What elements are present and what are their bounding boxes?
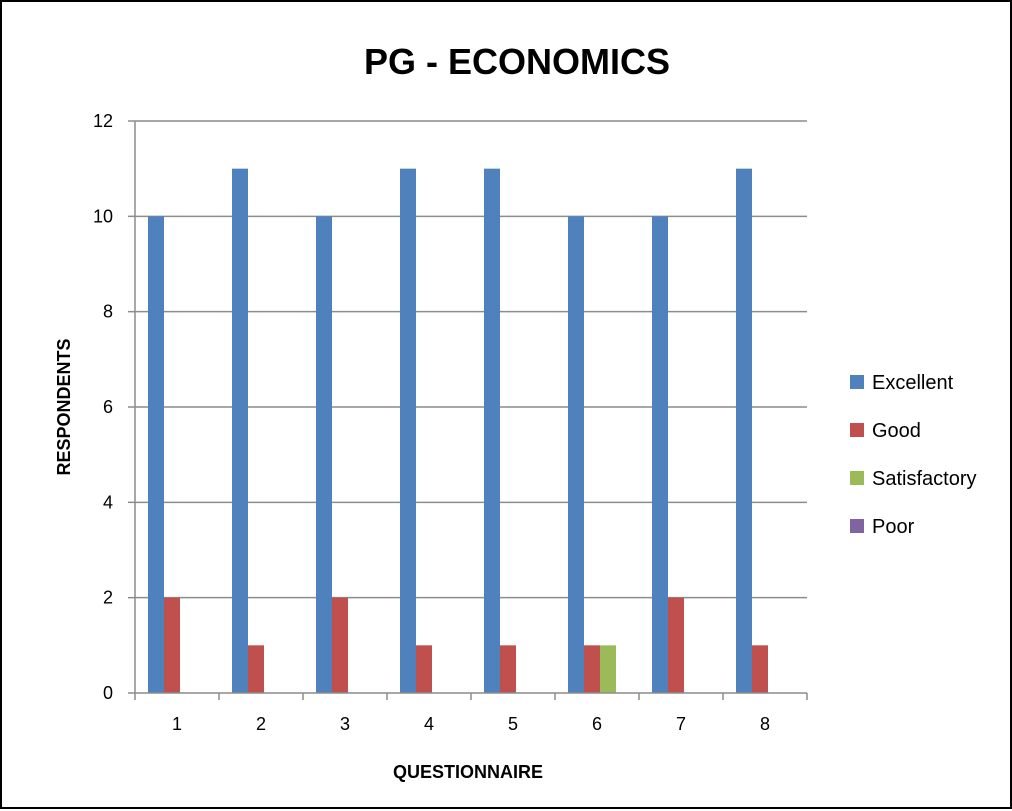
legend-swatch-excellent [850,375,864,389]
legend-swatch-good [850,423,864,437]
bar-good-7 [668,597,684,693]
x-tick-label-4: 4 [424,714,434,734]
bar-excellent-5 [484,168,500,693]
bar-excellent-7 [652,216,668,694]
bar-excellent-8 [736,168,752,693]
legend: Excellent Good Satisfactory Poor [850,372,976,538]
y-tick-label-8: 8 [103,302,113,322]
y-tick-label-2: 2 [103,588,113,608]
bar-excellent-6 [568,216,584,694]
y-tick-labels: 0 2 4 6 8 10 12 [93,111,113,703]
y-tick-label-6: 6 [103,397,113,417]
x-tick-label-1: 1 [172,714,182,734]
bar-good-3 [332,597,348,693]
x-tick-label-6: 6 [592,714,602,734]
x-axis-label: QUESTIONNAIRE [393,762,543,782]
bar-excellent-4 [400,168,416,693]
bar-excellent-3 [316,216,332,694]
y-axis-label: RESPONDENTS [54,338,74,475]
legend-label-excellent: Excellent [872,372,954,394]
legend-label-good: Good [872,420,921,442]
bar-good-2 [248,645,264,693]
x-tick-label-2: 2 [256,714,266,734]
bar-excellent-1 [148,216,164,694]
y-tick-label-10: 10 [93,206,113,226]
x-tick-labels: 1 2 3 4 5 6 7 8 [172,714,770,734]
bar-good-5 [500,645,516,693]
y-tick-label-4: 4 [103,492,113,512]
bar-good-6 [584,645,600,693]
x-tick-label-5: 5 [508,714,518,734]
y-tick-label-0: 0 [103,683,113,703]
bars [148,168,768,694]
bar-satisfactory-6 [600,645,616,693]
legend-label-satisfactory: Satisfactory [872,468,976,490]
x-tick-label-3: 3 [340,714,350,734]
legend-swatch-satisfactory [850,471,864,485]
bar-excellent-2 [232,168,248,693]
y-tick-label-12: 12 [93,111,113,131]
bar-good-1 [164,597,180,693]
x-tick-label-7: 7 [676,714,686,734]
bar-good-8 [752,645,768,693]
axes [128,120,808,700]
legend-label-poor: Poor [872,516,915,538]
legend-swatch-poor [850,519,864,533]
bar-good-4 [416,645,432,693]
x-tick-label-8: 8 [760,714,770,734]
chart-title: PG - ECONOMICS [364,41,670,82]
